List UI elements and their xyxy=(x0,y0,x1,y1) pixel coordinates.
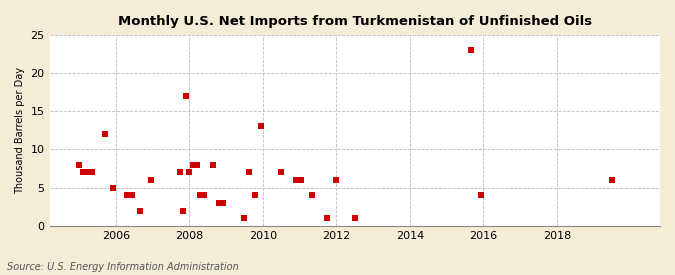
Point xyxy=(178,208,188,213)
Point xyxy=(607,178,618,182)
Point xyxy=(322,216,333,221)
Point xyxy=(475,193,486,197)
Point xyxy=(307,193,318,197)
Title: Monthly U.S. Net Imports from Turkmenistan of Unfinished Oils: Monthly U.S. Net Imports from Turkmenist… xyxy=(117,15,592,28)
Point xyxy=(145,178,156,182)
Point xyxy=(127,193,138,197)
Point xyxy=(107,185,118,190)
Point xyxy=(214,201,225,205)
Point xyxy=(218,201,229,205)
Point xyxy=(296,178,307,182)
Point xyxy=(208,163,219,167)
Point xyxy=(181,94,192,98)
Point xyxy=(86,170,97,175)
Point xyxy=(249,193,260,197)
Point xyxy=(198,193,209,197)
Point xyxy=(244,170,254,175)
Point xyxy=(122,193,132,197)
Point xyxy=(74,163,84,167)
Point xyxy=(290,178,301,182)
Point xyxy=(184,170,194,175)
Point xyxy=(191,163,202,167)
Text: Source: U.S. Energy Information Administration: Source: U.S. Energy Information Administ… xyxy=(7,262,238,272)
Point xyxy=(83,170,94,175)
Point xyxy=(99,132,110,136)
Point xyxy=(134,208,145,213)
Point xyxy=(195,193,206,197)
Point xyxy=(350,216,360,221)
Point xyxy=(331,178,342,182)
Point xyxy=(276,170,287,175)
Point xyxy=(77,170,88,175)
Point xyxy=(239,216,250,221)
Point xyxy=(175,170,186,175)
Point xyxy=(466,48,477,52)
Point xyxy=(256,124,267,129)
Y-axis label: Thousand Barrels per Day: Thousand Barrels per Day xyxy=(15,67,25,194)
Point xyxy=(188,163,198,167)
